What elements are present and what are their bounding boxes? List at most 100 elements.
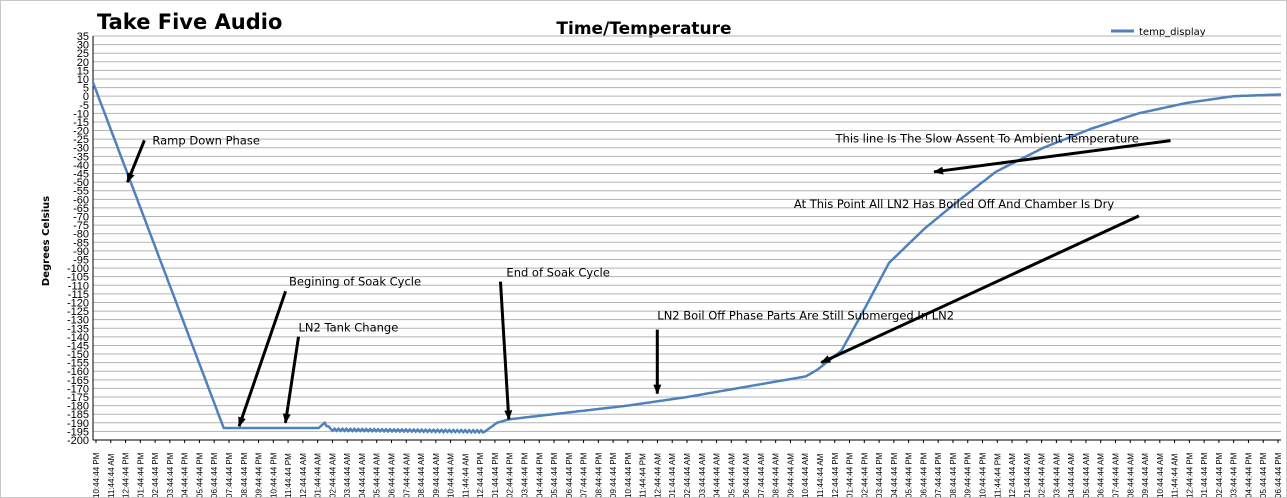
x-tick-label: 01:44:44 PM bbox=[491, 452, 500, 497]
y-tick-label: -15 bbox=[73, 117, 89, 129]
x-tick-label: 07:44:44 AM bbox=[1111, 453, 1120, 497]
x-tick-label: 06:44:44 AM bbox=[388, 453, 397, 497]
x-tick-label: 02:44:44 PM bbox=[151, 452, 160, 497]
x-tick-label: 03:44:44 PM bbox=[520, 452, 529, 497]
x-tick-label: 12:44:44 PM bbox=[1185, 452, 1194, 497]
annotation-arrow bbox=[126, 139, 146, 184]
y-tick-label: -85 bbox=[73, 237, 89, 249]
y-axis-label: Degrees Celsius bbox=[41, 196, 52, 286]
y-tick-label: 10 bbox=[77, 74, 89, 86]
x-tick-label: 11:44:44 PM bbox=[639, 453, 648, 497]
legend: temp_display bbox=[1111, 27, 1206, 38]
series-layer bbox=[91, 81, 1281, 435]
x-tick-label: 01:44:44 PM bbox=[846, 452, 855, 497]
y-tick-label: 20 bbox=[77, 57, 89, 69]
x-tick-label: 10:44:44 PM bbox=[92, 452, 101, 497]
x-tick-label: 10:44:44 PM bbox=[979, 452, 988, 497]
x-tick-label: 07:44:44 PM bbox=[934, 452, 943, 497]
x-tick-label: 09:44:44 PM bbox=[609, 452, 618, 497]
x-tick-label: 09:44:44 AM bbox=[786, 453, 795, 497]
x-tick-label: 10:44:44 PM bbox=[269, 452, 278, 497]
y-tick-label: 15 bbox=[77, 65, 89, 77]
x-tick-label: 12:44:44 PM bbox=[476, 452, 485, 497]
y-tick-label: -30 bbox=[73, 143, 89, 155]
y-tick-label: -70 bbox=[73, 212, 89, 224]
x-tick-label: 09:44:44 AM bbox=[432, 453, 441, 497]
y-tick-label: -25 bbox=[73, 134, 89, 146]
y-tick-label: -5 bbox=[79, 100, 89, 112]
x-tick-label: 05:44:44 PM bbox=[905, 452, 914, 497]
x-tick-label: 06:44:44 PM bbox=[565, 452, 574, 497]
x-tick-label: 03:44:44 AM bbox=[1052, 453, 1061, 497]
x-tick-label: 10:44:44 AM bbox=[801, 453, 810, 497]
y-tick-label: -35 bbox=[73, 151, 89, 163]
x-tick-label: 04:44:44 AM bbox=[1067, 453, 1076, 497]
y-tick-label: 5 bbox=[83, 83, 89, 95]
x-tick-label: 01:44:44 AM bbox=[1023, 453, 1032, 497]
x-tick-label: 06:44:44 PM bbox=[210, 452, 219, 497]
y-tick-label: 35 bbox=[77, 31, 89, 43]
y-tick-label: -90 bbox=[73, 246, 89, 258]
annotation-arrow bbox=[820, 214, 1140, 365]
x-tick-label: 01:44:44 AM bbox=[668, 453, 677, 497]
grid bbox=[92, 35, 1281, 441]
y-tick-label: -170 bbox=[67, 383, 89, 395]
y-tick-label: -150 bbox=[67, 349, 89, 361]
x-tick-label: 10:44:44 AM bbox=[1156, 453, 1165, 497]
x-tick-label: 08:44:44 PM bbox=[240, 452, 249, 497]
x-tick-label: 06:44:44 PM bbox=[919, 452, 928, 497]
x-tick-label: 04:44:44 AM bbox=[713, 453, 722, 497]
x-tick-label: 09:44:44 AM bbox=[1141, 453, 1150, 497]
brand-title: Take Five Audio bbox=[97, 10, 282, 34]
y-tick-label: -155 bbox=[67, 358, 89, 370]
annotation-arrow bbox=[282, 336, 301, 424]
y-tick-label: -80 bbox=[73, 229, 89, 241]
y-tick-label: 30 bbox=[77, 40, 89, 52]
y-tick-label: -200 bbox=[67, 435, 89, 447]
x-tick-label: 08:44:44 AM bbox=[417, 453, 426, 497]
y-tick-label: -135 bbox=[67, 323, 89, 335]
x-tick-label: 10:44:44 PM bbox=[624, 452, 633, 497]
x-tick-label: 01:44:44 AM bbox=[314, 453, 323, 497]
annotation-label: This line Is The Slow Assent To Ambient … bbox=[835, 132, 1139, 146]
x-tick-label: 11:44:44 PM bbox=[284, 453, 293, 497]
x-tick-label: 11:44:44 AM bbox=[461, 453, 470, 497]
y-tick-label: -145 bbox=[67, 340, 89, 352]
y-tick-label: -175 bbox=[67, 392, 89, 404]
x-tick-label: 04:44:44 PM bbox=[890, 452, 899, 497]
y-tick-label: -40 bbox=[73, 160, 89, 172]
annotation-label: LN2 Boil Off Phase Parts Are Still Subme… bbox=[657, 309, 954, 323]
x-tick-label: 03:44:44 PM bbox=[875, 452, 884, 497]
x-tick-label: 07:44:44 AM bbox=[757, 453, 766, 497]
x-tick-label: 04:44:44 PM bbox=[535, 452, 544, 497]
x-tick-label: 02:44:44 AM bbox=[683, 453, 692, 497]
x-tick-label: 08:44:44 PM bbox=[949, 452, 958, 497]
y-tick-label: -95 bbox=[73, 254, 89, 266]
x-tick-label: 02:44:44 PM bbox=[506, 452, 515, 497]
y-tick-label: 25 bbox=[77, 48, 89, 60]
x-tick-label: 09:44:44 PM bbox=[255, 452, 264, 497]
x-tick-label: 04:44:44 AM bbox=[358, 453, 367, 497]
x-tick-label: 12:44:44 AM bbox=[653, 453, 662, 497]
x-tick-label: 03:44:44 AM bbox=[343, 453, 352, 497]
x-tick-label: 03:44:44 PM bbox=[1230, 452, 1239, 497]
y-tick-label: -140 bbox=[67, 332, 89, 344]
x-tick-label: 04:44:44 PM bbox=[181, 452, 190, 497]
y-tick-label: -130 bbox=[67, 315, 89, 327]
x-tick-label: 03:44:44 PM bbox=[166, 452, 175, 497]
x-tick-label: 05:44:44 AM bbox=[727, 453, 736, 497]
x-tick-label: 06:44:44 AM bbox=[742, 453, 751, 497]
y-tick-label: -55 bbox=[73, 186, 89, 198]
y-tick-label: -195 bbox=[67, 426, 89, 438]
y-tick-label: -20 bbox=[73, 126, 89, 138]
x-tick-label: 06:44:44 AM bbox=[1097, 453, 1106, 497]
x-tick-label: 12:44:44 PM bbox=[831, 452, 840, 497]
x-tick-label: 05:44:44 PM bbox=[195, 452, 204, 497]
x-tick-label: 05:44:44 AM bbox=[1082, 453, 1091, 497]
x-tick-label: 03:44:44 AM bbox=[698, 453, 707, 497]
series-line-temp_display bbox=[91, 81, 1281, 435]
x-tick-label: 06:44:44 PM bbox=[1274, 452, 1283, 497]
x-tick-label: 10:44:44 AM bbox=[447, 453, 456, 497]
